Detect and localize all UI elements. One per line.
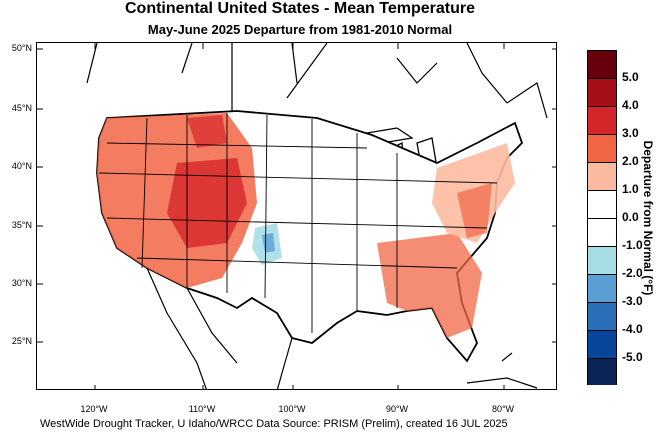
legend-swatch-4 bbox=[588, 162, 616, 191]
montana-hot bbox=[187, 115, 227, 148]
legend-label-1: 1.0 bbox=[622, 182, 639, 196]
map-panel bbox=[36, 42, 557, 390]
southeast-warm-region bbox=[377, 233, 482, 338]
legend-swatch-9 bbox=[588, 302, 616, 331]
lat-label-40: 40°N bbox=[11, 161, 32, 171]
legend-label-3: 3.0 bbox=[622, 126, 639, 140]
legend-label-m1: -1.0 bbox=[622, 238, 643, 252]
legend-label-5: 5.0 bbox=[622, 70, 639, 84]
legend-label-m5: -5.0 bbox=[622, 350, 643, 364]
lat-label-50: 50°N bbox=[11, 43, 32, 53]
footer-credit: WestWide Drought Tracker, U Idaho/WRCC D… bbox=[40, 418, 508, 430]
legend-swatch-3 bbox=[588, 134, 616, 163]
legend-swatch-8 bbox=[588, 274, 616, 303]
lon-label-80: 80°W bbox=[491, 404, 515, 414]
state-borders bbox=[98, 113, 498, 333]
legend-swatch-11 bbox=[588, 358, 616, 385]
lat-label-25: 25°N bbox=[11, 336, 32, 346]
lon-label-100: 100°W bbox=[278, 404, 306, 414]
legend-label-4: 4.0 bbox=[622, 98, 639, 112]
legend-swatch-1 bbox=[588, 78, 616, 107]
legend-swatch-7 bbox=[588, 246, 616, 275]
legend-colorbar bbox=[587, 50, 617, 385]
lon-label-110: 110°W bbox=[188, 404, 216, 414]
lon-label-90: 90°W bbox=[385, 404, 409, 414]
map-title: Continental United States - Mean Tempera… bbox=[125, 0, 475, 17]
legend-swatch-10 bbox=[588, 330, 616, 359]
legend-label-0: 0.0 bbox=[622, 210, 639, 224]
legend-title: Departure from Normal (°F) bbox=[641, 140, 655, 296]
legend-swatch-0 bbox=[588, 51, 616, 78]
legend-swatch-5 bbox=[588, 190, 616, 219]
legend-label-m4: -4.0 bbox=[622, 322, 643, 336]
legend-label-2: 2.0 bbox=[622, 154, 639, 168]
lon-label-120: 120°W bbox=[80, 404, 108, 414]
mexico-coast bbox=[146, 267, 538, 389]
legend-label-m3: -3.0 bbox=[622, 294, 643, 308]
midatlantic-warm-region bbox=[457, 183, 492, 238]
us-temperature-map bbox=[37, 43, 556, 389]
canada-lines bbox=[86, 43, 548, 119]
legend-swatch-2 bbox=[588, 106, 616, 135]
lat-label-35: 35°N bbox=[11, 220, 32, 230]
lat-label-45: 45°N bbox=[11, 103, 32, 113]
lat-label-30: 30°N bbox=[11, 278, 32, 288]
map-subtitle: May-June 2025 Departure from 1981-2010 N… bbox=[147, 22, 453, 37]
legend-swatch-6 bbox=[588, 218, 616, 247]
axis-ticks bbox=[37, 43, 556, 389]
legend-label-m2: -2.0 bbox=[622, 266, 643, 280]
